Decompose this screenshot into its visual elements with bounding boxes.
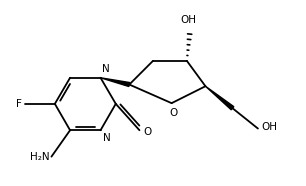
Text: H₂N: H₂N [30, 152, 50, 162]
Text: N: N [102, 64, 110, 74]
Text: O: O [144, 127, 152, 137]
Polygon shape [101, 78, 130, 86]
Polygon shape [205, 86, 234, 110]
Text: O: O [169, 108, 177, 118]
Text: OH: OH [181, 15, 196, 25]
Text: N: N [103, 133, 111, 143]
Text: OH: OH [261, 122, 277, 132]
Text: F: F [16, 99, 22, 109]
